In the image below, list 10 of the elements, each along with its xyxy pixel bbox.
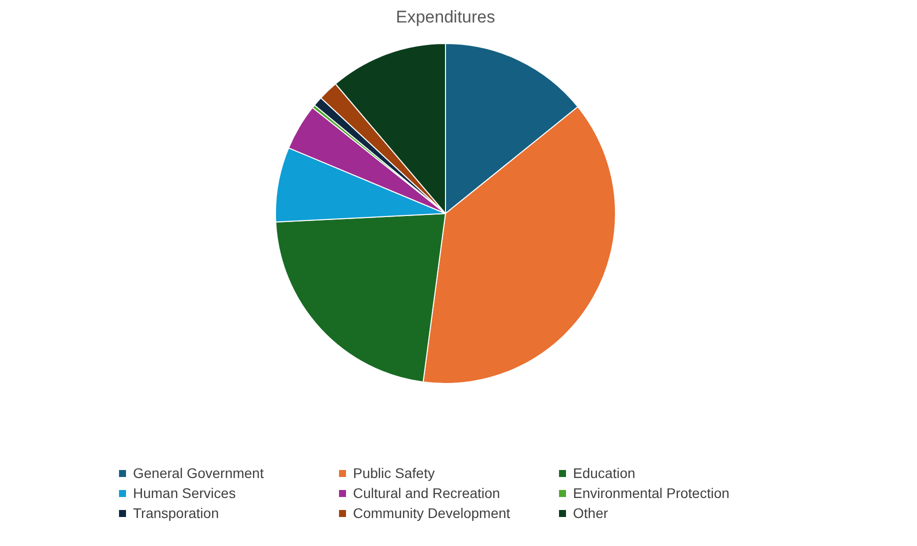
legend-label: Public Safety: [353, 465, 436, 481]
legend-label: Transporation: [133, 505, 220, 521]
legend-label: General Government: [133, 465, 265, 481]
legend-label: Human Services: [133, 485, 237, 501]
legend-label: Education: [573, 465, 636, 481]
legend-label: Community Development: [353, 505, 512, 521]
legend-label: Environmental Protection: [573, 485, 730, 501]
chart-title: Expenditures: [396, 8, 496, 26]
legend-label: Other: [573, 505, 610, 521]
legend-label: Cultural and Recreation: [353, 485, 502, 501]
